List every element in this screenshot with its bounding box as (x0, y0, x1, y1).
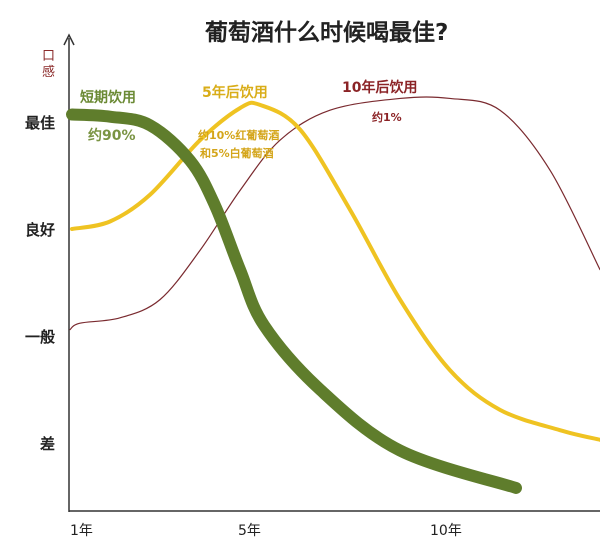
series-note2-5-years: 和5%白葡萄酒 (200, 146, 274, 160)
y-axis-arrow-icon (63, 33, 75, 46)
series-note-5-years: 约10%红葡萄酒 (198, 128, 279, 142)
y-tick-label: 差 (40, 435, 55, 453)
x-tick-label: 1年 (70, 523, 93, 539)
series-line-2 (70, 100, 600, 442)
series-label-short-term: 短期饮用 (80, 89, 136, 106)
series-line-3 (69, 96, 600, 331)
chart-title: 葡萄酒什么时候喝最佳? (204, 19, 448, 46)
y-tick-label: 良好 (25, 221, 55, 239)
series-note-10-years: 约1% (372, 110, 402, 124)
y-axis-title-char: 口 (42, 49, 55, 64)
y-tick-label: 一般 (25, 328, 55, 346)
series-label-10-years: 10年后饮用 (342, 79, 417, 96)
series-line-1 (66, 108, 522, 494)
series-note-short-term: 约90% (88, 127, 136, 144)
y-axis-title-char: 感 (42, 64, 55, 80)
x-tick-label: 10年 (430, 523, 462, 539)
y-axis-title: 口感 (42, 49, 55, 80)
series-label-5-years: 5年后饮用 (202, 84, 268, 101)
x-tick-label: 5年 (238, 523, 261, 539)
y-tick-label: 最佳 (25, 114, 55, 132)
